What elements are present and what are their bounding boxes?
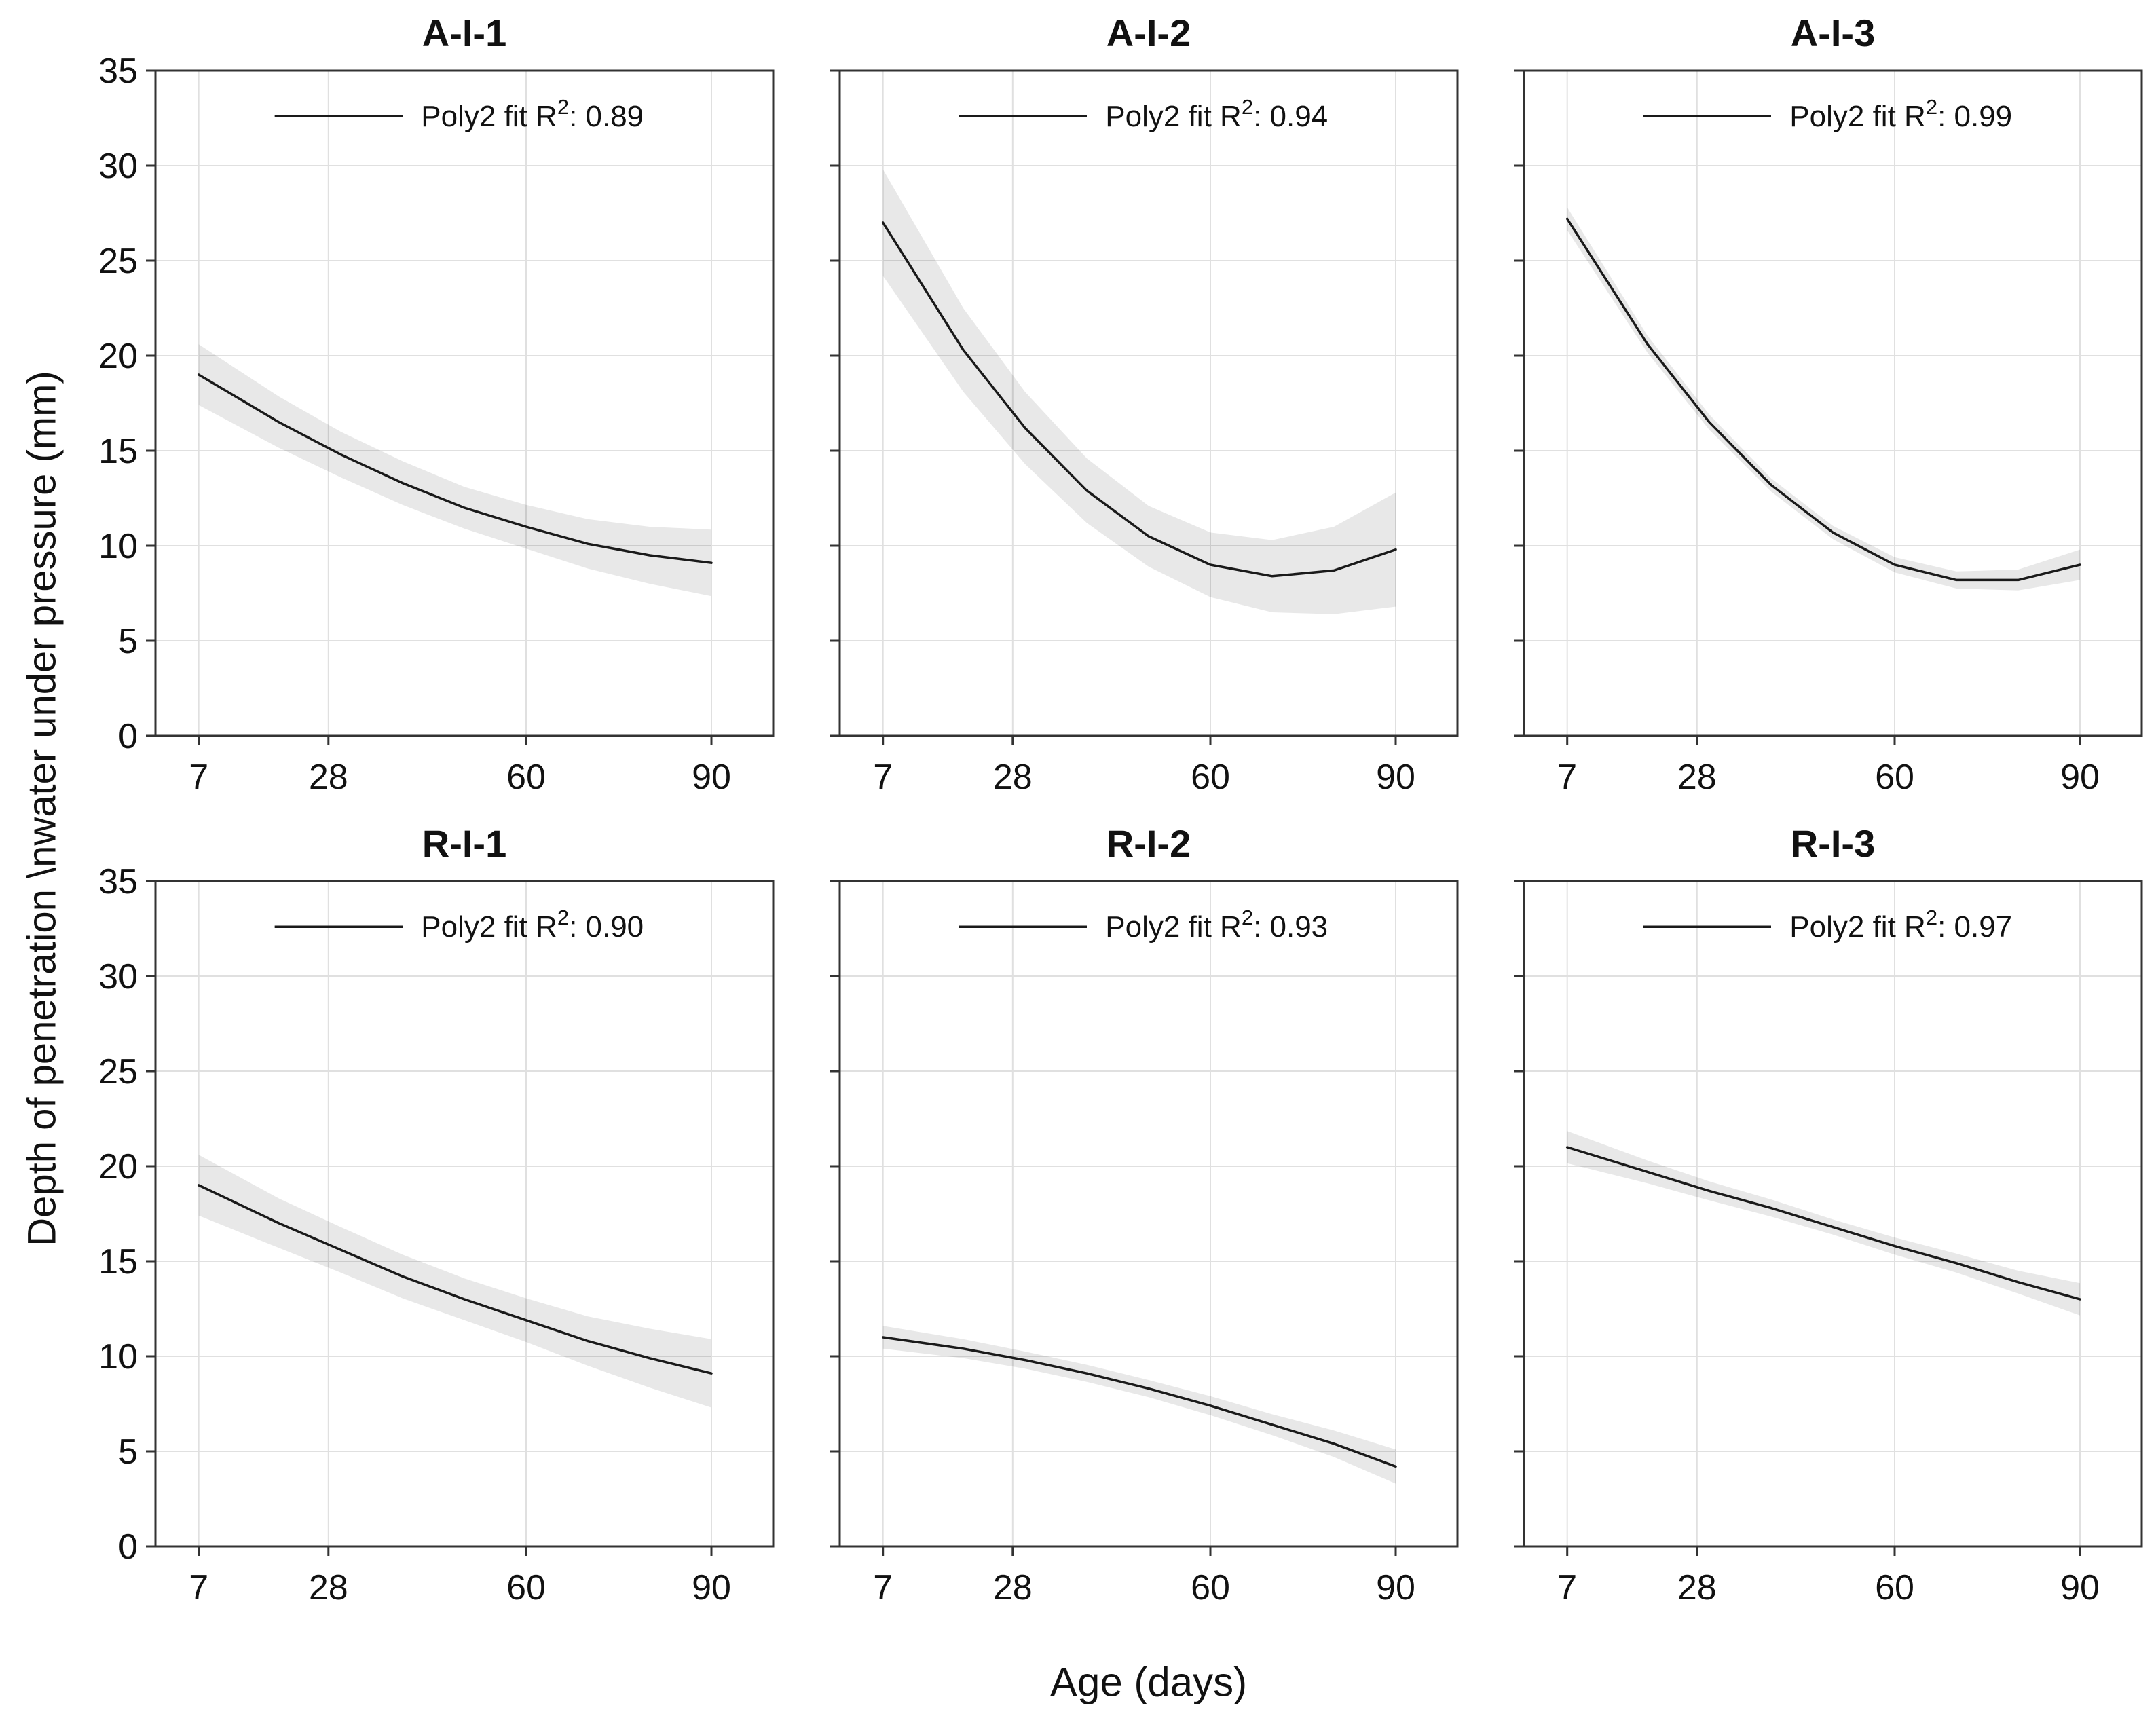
legend-label: Poly2 fit R2: 0.97 [1789, 906, 2012, 944]
subplot-R-I-3: 7 28 60 90 R-I-3 Poly2 fit R2: 0.97 [1514, 822, 2143, 1607]
panel-title: R-I-2 [1107, 822, 1191, 865]
x-tick-label: 7 [873, 758, 893, 797]
panel-title: R-I-1 [422, 822, 506, 865]
fit-line [1565, 1146, 2081, 1301]
x-tick-label: 60 [506, 1568, 546, 1607]
y-tick-label: 35 [98, 862, 138, 901]
x-tick-label: 28 [993, 1568, 1033, 1607]
x-tick-label: 60 [1191, 1568, 1230, 1607]
y-tick-label: 20 [98, 337, 138, 376]
y-tick-label: 0 [118, 1527, 138, 1567]
x-tick-label: 90 [2060, 1568, 2100, 1607]
y-tick-label: 20 [98, 1147, 138, 1187]
panel-title: A-I-1 [422, 12, 506, 54]
y-tick-label: 5 [118, 1432, 138, 1472]
y-tick-label: 25 [98, 1052, 138, 1092]
legend-label: Poly2 fit R2: 0.90 [421, 906, 644, 944]
subplot-R-I-2: 7 28 60 90 R-I-2 Poly2 fit R2: 0.93 [830, 822, 1459, 1607]
x-axis-label: Age (days) [1049, 1659, 1248, 1705]
panel-frame [1523, 880, 2143, 1548]
y-tick-label: 30 [98, 957, 138, 996]
panel-title: R-I-3 [1791, 822, 1875, 865]
x-tick-label: 90 [2060, 758, 2100, 797]
x-tick-label: 60 [506, 758, 546, 797]
panel-frame [154, 880, 775, 1548]
x-tick-label: 7 [873, 1568, 893, 1607]
legend-label: Poly2 fit R2: 0.93 [1105, 906, 1328, 944]
confidence-band [882, 1326, 1396, 1484]
fit-line [881, 1336, 1397, 1468]
y-axis-label: Depth of penetration \nwater under press… [20, 371, 64, 1246]
y-tick-label: 10 [98, 527, 138, 566]
x-tick-label: 7 [189, 1568, 208, 1607]
x-tick-label: 7 [1557, 758, 1577, 797]
confidence-band [198, 344, 711, 597]
y-tick-label: 0 [118, 717, 138, 756]
x-tick-label: 60 [1875, 758, 1914, 797]
subplot-A-I-2: 7 28 60 90 A-I-2 Poly2 fit R2: 0.94 [830, 12, 1459, 797]
y-tick-label: 25 [98, 242, 138, 281]
x-tick-label: 28 [1677, 1568, 1717, 1607]
x-tick-label: 90 [1376, 1568, 1415, 1607]
legend-label: Poly2 fit R2: 0.99 [1789, 95, 2012, 133]
fit-line [197, 1184, 713, 1375]
x-tick-label: 90 [1376, 758, 1415, 797]
y-tick-label: 15 [98, 1242, 138, 1282]
legend-label: Poly2 fit R2: 0.89 [421, 95, 644, 133]
confidence-band [882, 169, 1396, 614]
y-tick-label: 35 [98, 52, 138, 91]
panel-frame [838, 69, 1459, 737]
fit-line [197, 373, 713, 564]
y-tick-label: 10 [98, 1337, 138, 1377]
x-tick-label: 28 [1677, 758, 1717, 797]
x-tick-label: 60 [1875, 1568, 1914, 1607]
confidence-band [198, 1155, 711, 1408]
panel-frame [1523, 69, 2143, 737]
panel-title: A-I-2 [1107, 12, 1191, 54]
x-tick-label: 28 [993, 758, 1033, 797]
y-tick-label: 30 [98, 147, 138, 186]
legend-label: Poly2 fit R2: 0.94 [1105, 95, 1328, 133]
x-tick-label: 7 [1557, 1568, 1577, 1607]
fit-line [1565, 217, 2081, 582]
x-tick-label: 90 [692, 1568, 731, 1607]
panel-title: A-I-3 [1791, 12, 1875, 54]
subplot-A-I-1: 7 28 60 90 0 5 10 15 20 25 30 35 A-I-1 Poly2 fit R2: … [98, 12, 775, 797]
subplot-R-I-1: 7 28 60 90 0 5 10 15 20 25 30 35 R-I-1 Poly2 fit R2: … [98, 822, 775, 1607]
x-tick-label: 7 [189, 758, 208, 797]
panel-frame [154, 69, 775, 737]
y-tick-label: 15 [98, 432, 138, 471]
x-tick-label: 28 [309, 758, 348, 797]
confidence-band [1567, 207, 2080, 591]
y-tick-label: 5 [118, 622, 138, 661]
x-tick-label: 90 [692, 758, 731, 797]
subplot-A-I-3: 7 28 60 90 A-I-3 Poly2 fit R2: 0.99 [1514, 12, 2143, 797]
x-tick-label: 28 [309, 1568, 348, 1607]
fit-line [881, 221, 1397, 578]
x-tick-label: 60 [1191, 758, 1230, 797]
panel-frame [838, 880, 1459, 1548]
